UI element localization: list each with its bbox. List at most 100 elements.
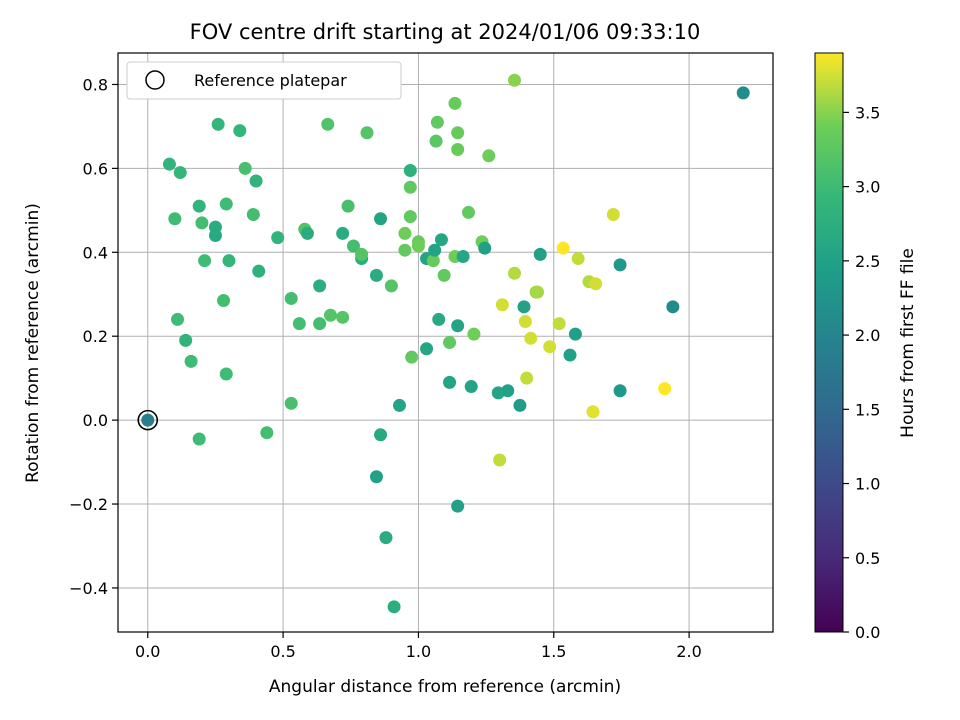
- reference-marker: [137, 409, 159, 431]
- legend-box: [126, 61, 402, 100]
- data-point: [411, 239, 425, 253]
- y-axis-ticks: −0.4 −0.2 0.0 0.2 0.4 0.6 0.8: [69, 75, 118, 598]
- data-point: [518, 315, 532, 329]
- data-point: [198, 254, 212, 268]
- data-point: [162, 157, 176, 171]
- x-axis-ticks: 0.0 0.5 1.0 1.5 2.0: [135, 632, 702, 661]
- data-point: [464, 380, 478, 394]
- legend-entry: Reference platepar: [194, 71, 347, 90]
- data-point: [233, 124, 247, 138]
- data-point: [432, 312, 446, 326]
- data-point: [434, 233, 448, 247]
- data-point: [533, 247, 547, 261]
- data-point: [462, 205, 476, 219]
- chart-title: FOV centre drift starting at 2024/01/06 …: [190, 20, 701, 44]
- data-point: [428, 243, 442, 257]
- data-point: [141, 413, 155, 427]
- data-point: [443, 375, 457, 389]
- data-point: [451, 126, 465, 140]
- data-point: [284, 396, 298, 410]
- data-point: [208, 229, 222, 243]
- y-tick-label: 0.6: [83, 159, 108, 178]
- y-tick-label: −0.4: [69, 579, 108, 598]
- data-point: [384, 279, 398, 293]
- x-tick-label: 1.0: [406, 642, 431, 661]
- data-point: [321, 117, 335, 131]
- data-points: [141, 73, 750, 614]
- data-point: [195, 216, 209, 230]
- data-point: [589, 277, 603, 291]
- data-point: [568, 327, 582, 341]
- data-point: [168, 212, 182, 226]
- y-tick-label: 0.0: [83, 411, 108, 430]
- data-point: [192, 199, 206, 213]
- data-point: [403, 163, 417, 177]
- data-point: [606, 208, 620, 222]
- x-axis-label: Angular distance from reference (arcmin): [269, 677, 621, 697]
- colorbar-tick-label: 0.0: [855, 623, 880, 642]
- y-axis-label: Rotation from reference (arcmin): [23, 203, 43, 483]
- data-point: [313, 317, 327, 331]
- data-point: [467, 327, 481, 341]
- data-point: [222, 254, 236, 268]
- colorbar-gradient: [814, 52, 844, 633]
- data-point: [451, 143, 465, 156]
- data-point: [374, 428, 388, 442]
- data-point: [430, 115, 444, 129]
- data-point: [571, 252, 585, 266]
- data-point: [405, 350, 419, 364]
- data-point: [531, 285, 545, 299]
- data-point: [517, 300, 531, 314]
- x-tick-label: 0.0: [135, 642, 160, 661]
- y-tick-label: 0.4: [83, 243, 108, 262]
- data-point: [398, 243, 412, 257]
- colorbar-tick-label: 3.0: [855, 178, 880, 197]
- data-point: [355, 247, 369, 261]
- data-point: [443, 336, 457, 349]
- data-point: [513, 398, 527, 412]
- data-point: [736, 86, 750, 100]
- data-point: [336, 226, 350, 240]
- y-tick-label: 0.2: [83, 327, 108, 346]
- x-tick-label: 0.5: [270, 642, 295, 661]
- colorbar-tick-label: 2.5: [855, 252, 880, 271]
- data-point: [341, 199, 355, 213]
- data-point: [398, 226, 412, 240]
- data-point: [613, 384, 627, 398]
- data-point: [448, 96, 462, 110]
- data-point: [478, 241, 492, 255]
- data-point: [456, 249, 470, 263]
- data-point: [252, 264, 266, 278]
- data-point: [300, 226, 314, 240]
- data-point: [556, 241, 570, 255]
- data-point: [543, 340, 557, 354]
- reference-platepar-marker: [137, 409, 159, 431]
- data-point: [246, 208, 260, 222]
- data-point: [426, 254, 440, 268]
- data-point: [284, 291, 298, 305]
- data-point: [219, 367, 233, 381]
- data-point: [292, 317, 306, 331]
- data-point: [403, 180, 417, 194]
- colorbar-tick-label: 1.0: [855, 475, 880, 494]
- data-point: [437, 268, 451, 282]
- data-point: [403, 210, 417, 224]
- data-point: [666, 300, 680, 314]
- plot-frame: [117, 52, 774, 633]
- colorbar-tick-label: 2.0: [855, 326, 880, 345]
- data-point: [369, 470, 383, 484]
- data-point: [387, 600, 401, 614]
- data-point: [184, 354, 198, 368]
- data-point: [420, 342, 434, 356]
- data-point: [493, 453, 507, 467]
- data-point: [323, 308, 337, 322]
- data-point: [238, 161, 252, 175]
- y-tick-label: −0.2: [69, 495, 108, 514]
- data-point: [451, 499, 465, 513]
- colorbar-tick-label: 3.5: [855, 103, 880, 122]
- data-point: [217, 294, 231, 308]
- data-point: [392, 398, 406, 412]
- data-point: [508, 266, 522, 280]
- data-point: [173, 166, 187, 180]
